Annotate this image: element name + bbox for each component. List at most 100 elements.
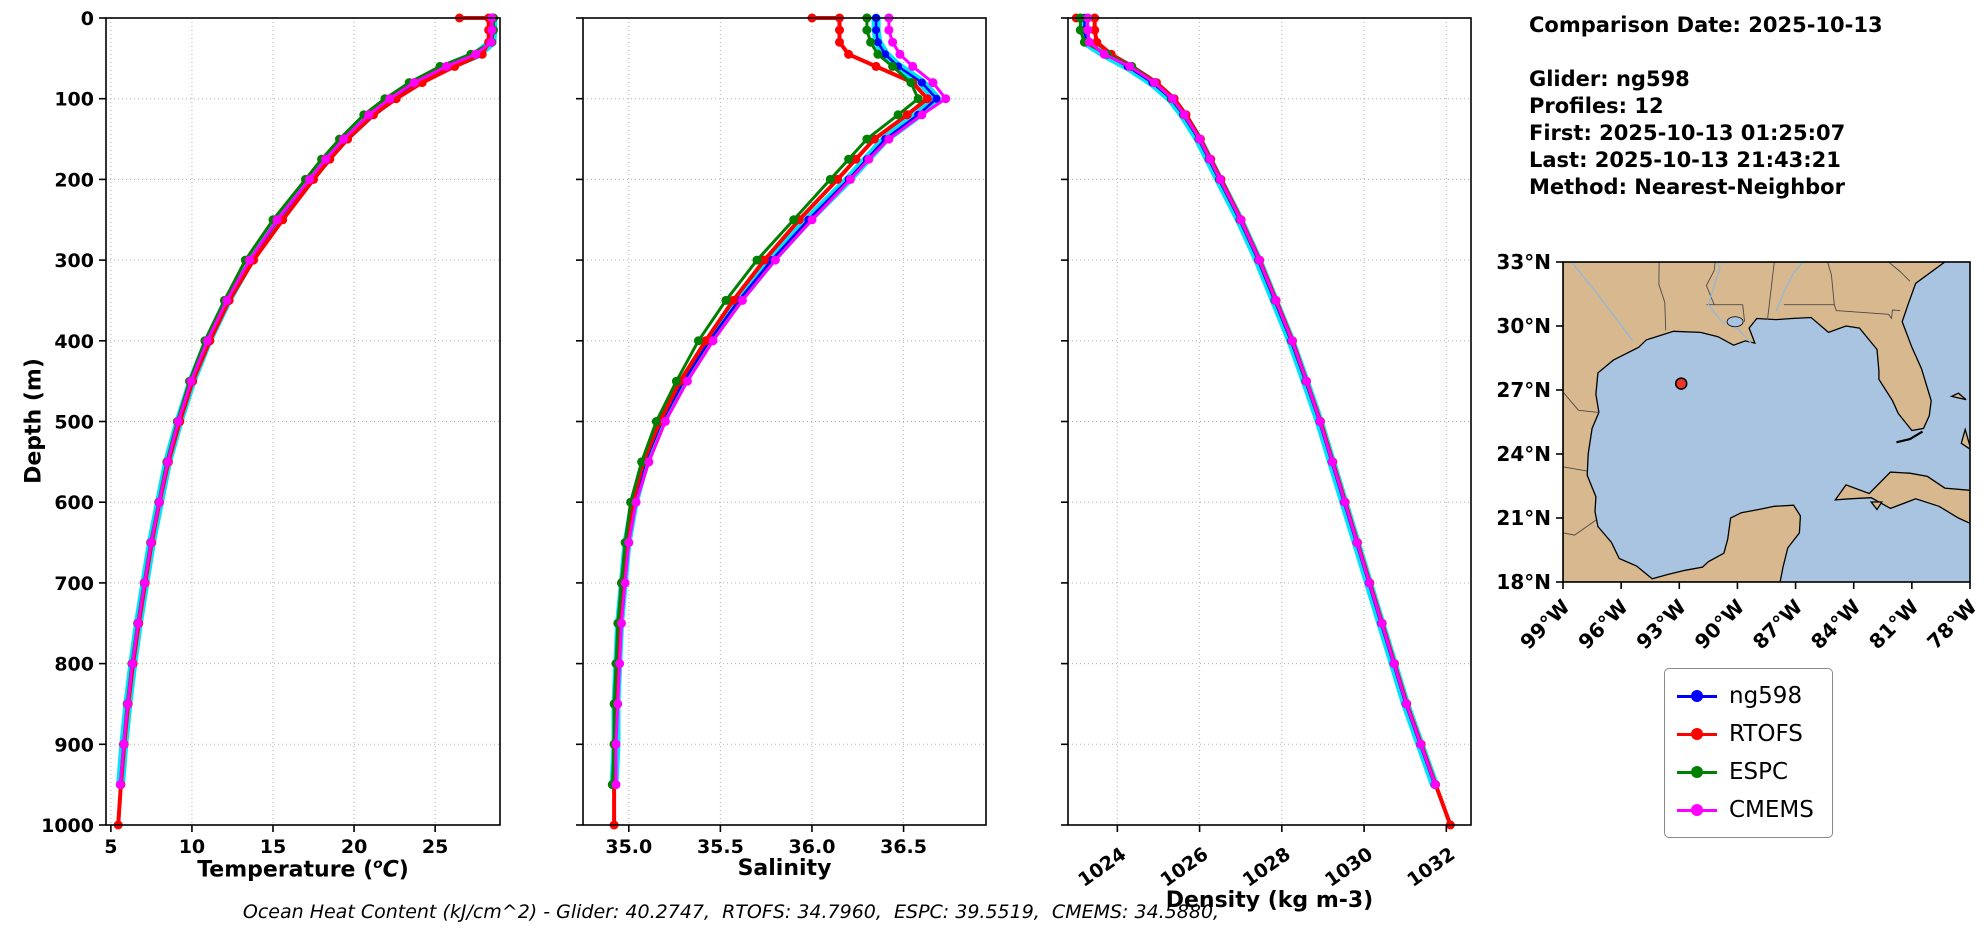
- glider-raw-profiles-halo: [609, 13, 941, 790]
- map-frame: [1562, 261, 1971, 583]
- series-marker-ESPC: [862, 25, 872, 35]
- series-marker-CMEMS: [708, 336, 718, 346]
- x-tick-label: 1026: [1157, 843, 1213, 891]
- series-marker-CMEMS: [123, 699, 133, 709]
- series-marker-CMEMS: [1315, 417, 1325, 426]
- map-state-border: [1742, 304, 1746, 322]
- glider-position-marker: [1674, 377, 1688, 390]
- map-lat-tick-label: 24°N: [1496, 442, 1551, 466]
- series-marker-CMEMS: [1125, 61, 1135, 71]
- temperature-axis-label-close: ): [398, 857, 409, 883]
- salinity-axis-label: Salinity: [737, 856, 832, 881]
- series-marker-CMEMS: [471, 49, 481, 59]
- series-marker-CMEMS: [1302, 376, 1311, 386]
- series-marker-CMEMS: [624, 538, 634, 548]
- series-marker-ng598: [872, 26, 881, 35]
- series-marker-RTOFS: [833, 174, 843, 184]
- series-marker-CMEMS: [146, 538, 156, 548]
- legend-marker-dot: [1691, 804, 1703, 816]
- series-marker-CMEMS: [644, 457, 654, 467]
- legend-label: CMEMS: [1729, 797, 1814, 823]
- map-state-border: [1705, 262, 1716, 305]
- legend-item-CMEMS: CMEMS: [1677, 791, 1814, 829]
- series-marker-CMEMS: [1340, 497, 1350, 507]
- series-marker-ESPC: [893, 110, 903, 120]
- series-marker-CMEMS: [364, 110, 374, 120]
- map-state-border: [1658, 262, 1667, 331]
- legend-label: ESPC: [1729, 759, 1789, 785]
- comparison-date-text: Comparison Date: 2025-10-13: [1529, 13, 1883, 37]
- legend-marker-dot: [1691, 766, 1703, 778]
- series-marker-ng598: [873, 38, 882, 47]
- series-marker-CMEMS: [682, 376, 692, 386]
- series-marker-RTOFS: [1092, 37, 1102, 47]
- series-marker-ng598: [881, 50, 890, 59]
- series-marker-RTOFS: [871, 61, 881, 71]
- depth-tick-label: 700: [54, 573, 94, 595]
- depth-tick-label: 100: [54, 89, 94, 111]
- series-marker-CMEMS: [620, 578, 630, 588]
- series-marker-RTOFS: [902, 110, 912, 120]
- map-lat-tick-label: 18°N: [1496, 570, 1551, 594]
- series-marker-CMEMS: [154, 497, 164, 507]
- series-marker-CMEMS: [1377, 618, 1387, 628]
- map-inset: [1563, 262, 1970, 582]
- series-marker-CMEMS: [222, 295, 232, 305]
- method-text: Method: Nearest-Neighbor: [1529, 175, 1845, 199]
- plot-density: 1024 1026 1028 1030 1032: [1061, 13, 1472, 891]
- series-marker-CMEMS: [1195, 134, 1205, 144]
- map-state-border: [1563, 519, 1597, 536]
- series-marker-RTOFS: [701, 336, 711, 346]
- map-river: [1571, 262, 1634, 342]
- series-marker-ESPC: [906, 78, 916, 88]
- x-tick-label: 36.5: [880, 836, 927, 858]
- series-ng598: [116, 14, 497, 789]
- info-panel: Comparison Date: 2025-10-13 Glider: ng59…: [1529, 12, 1883, 201]
- legend-line-sample: [1677, 728, 1717, 740]
- series-marker-CMEMS: [908, 61, 918, 71]
- series-marker-CMEMS: [884, 25, 894, 35]
- series-line-ESPC: [610, 16, 920, 787]
- series-marker-CMEMS: [385, 94, 395, 104]
- map-land: [1960, 427, 1970, 450]
- map-state-border: [1563, 466, 1588, 472]
- map-land: [1869, 501, 1883, 511]
- series-marker-CMEMS: [202, 336, 212, 346]
- legend-line-sample: [1677, 690, 1717, 702]
- map-river: [1707, 262, 1753, 345]
- series-marker-CMEMS: [615, 659, 625, 669]
- series-marker-CMEMS: [864, 154, 874, 164]
- series-marker-CMEMS: [737, 295, 747, 305]
- florida-keys: [1896, 430, 1924, 444]
- series-marker-CMEMS: [119, 739, 129, 749]
- series-CMEMS: [115, 13, 497, 790]
- series-marker-CMEMS: [1389, 659, 1399, 669]
- series-line-ESPC: [118, 16, 495, 787]
- legend-line-sample: [1677, 804, 1717, 816]
- series-marker-CMEMS: [1352, 538, 1362, 548]
- series-marker-RTOFS: [1090, 25, 1100, 35]
- series-marker-RTOFS: [844, 49, 854, 59]
- series-line-ng598: [1083, 16, 1436, 786]
- depth-tick-label: 800: [54, 654, 94, 676]
- map-lat-tick-label: 33°N: [1496, 250, 1551, 274]
- legend-marker-dot: [1691, 690, 1703, 702]
- series-marker-ESPC: [637, 457, 647, 467]
- map-lon-tick-label: 84°W: [1806, 595, 1865, 654]
- series-marker-CMEMS: [1149, 78, 1159, 88]
- map-lon-tick-label: 99°W: [1515, 595, 1574, 654]
- map-state-border: [1833, 304, 1901, 320]
- series-marker-CMEMS: [487, 25, 497, 35]
- series-marker-CMEMS: [321, 154, 331, 164]
- series-marker-CMEMS: [1364, 578, 1374, 588]
- series-marker-CMEMS: [442, 61, 451, 71]
- series-marker-CMEMS: [1254, 255, 1264, 265]
- series-marker-CMEMS: [272, 215, 282, 225]
- map-lon-tick-label: 90°W: [1690, 595, 1749, 654]
- series-marker-CMEMS: [1401, 699, 1411, 709]
- series-marker-CMEMS: [173, 417, 183, 426]
- series-marker-CMEMS: [305, 174, 314, 184]
- series-marker-CMEMS: [1168, 94, 1177, 104]
- series-marker-CMEMS: [928, 78, 938, 88]
- series-marker-CMEMS: [1236, 215, 1246, 225]
